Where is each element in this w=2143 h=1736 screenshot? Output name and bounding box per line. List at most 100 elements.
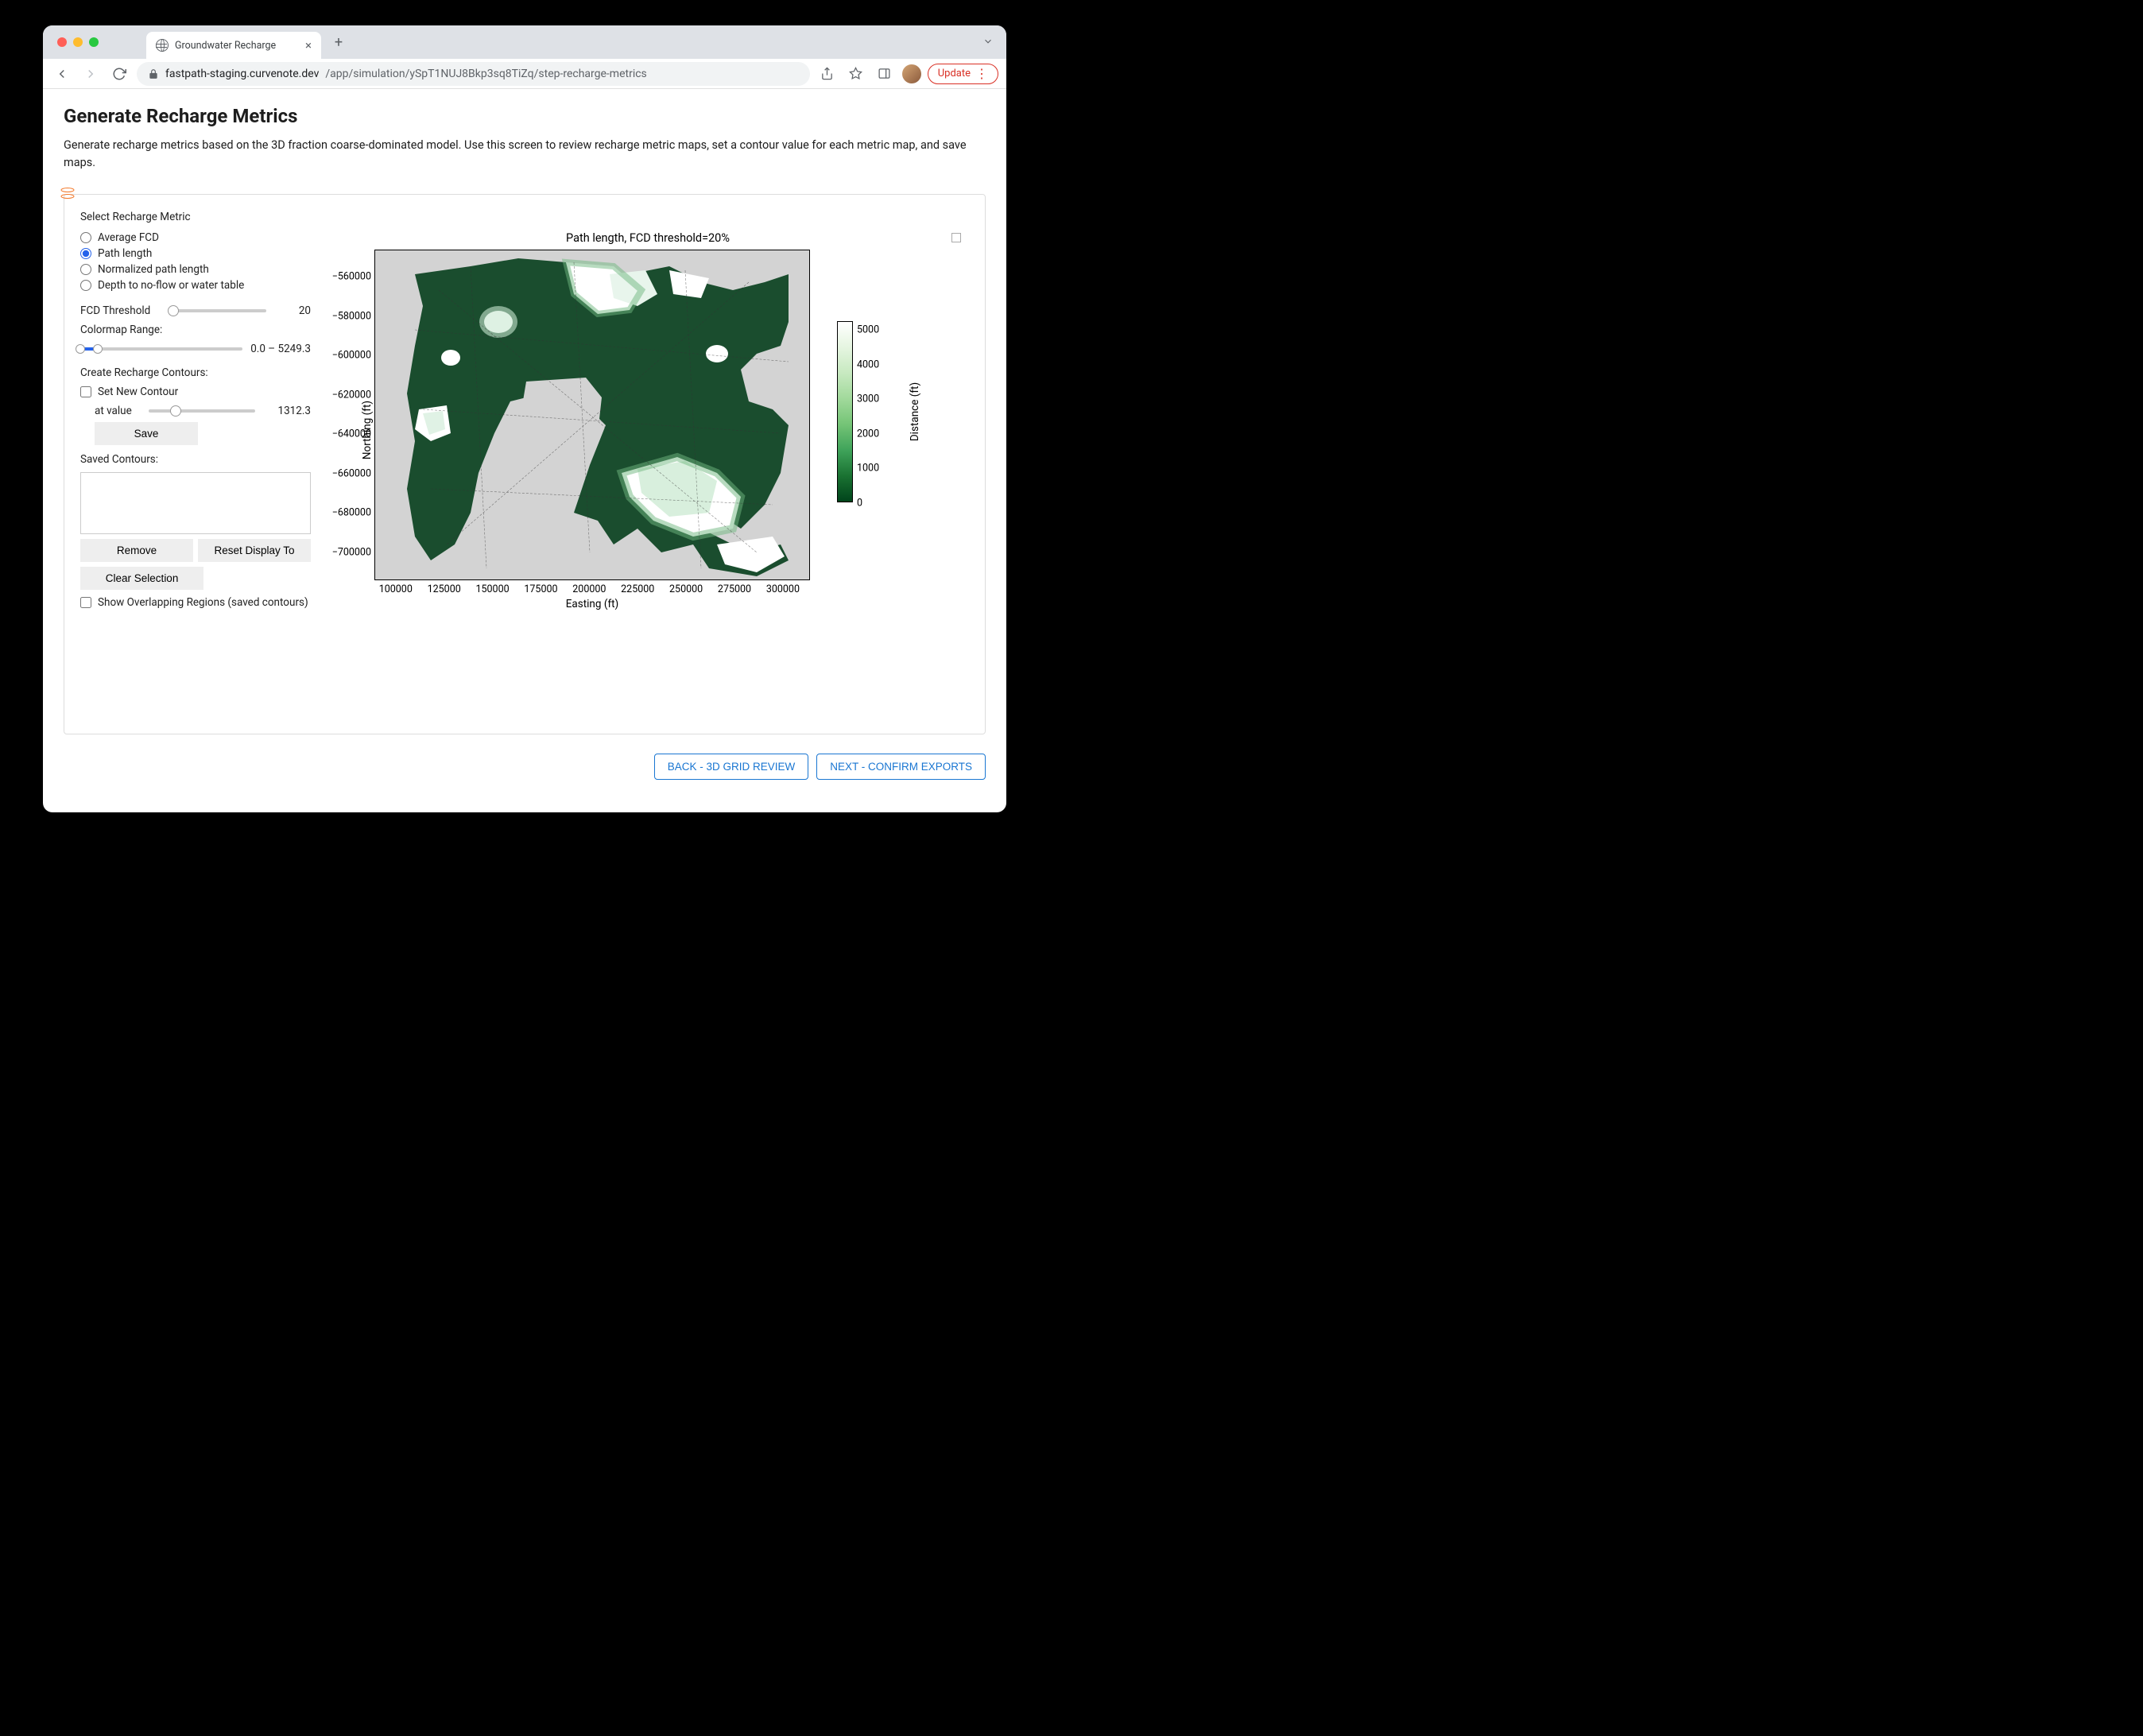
contours-heading: Create Recharge Contours: [80,366,311,379]
x-axis-label: Easting (ft) [374,598,810,610]
colorbar-tick: 2000 [857,428,879,440]
map-plot [375,250,810,580]
metric-radio-label: Depth to no-flow or water table [98,279,244,292]
colormap-range-row: 0.0 – 5249.3 [80,343,311,355]
page-title: Generate Recharge Metrics [64,105,986,127]
sidepanel-icon[interactable] [874,63,896,85]
x-tick: 175000 [524,583,557,595]
clear-selection-button[interactable]: Clear Selection [80,567,203,590]
metric-radio-option[interactable]: Path length [80,246,311,262]
colorbar-tick: 0 [857,497,862,509]
colorbar: Distance (ft) 500040003000200010000 [837,321,853,502]
metric-radio-group: Average FCD Path length Normalized path le… [80,230,311,293]
reload-button[interactable] [108,63,130,85]
show-overlapping-checkbox[interactable] [80,597,91,608]
page-content: Generate Recharge Metrics Generate recha… [43,89,1006,812]
fcd-threshold-slider[interactable] [168,309,266,312]
browser-tab[interactable]: Groundwater Recharge × [146,32,321,59]
x-tick: 100000 [379,583,413,595]
at-value-slider[interactable] [149,409,255,413]
footer-nav: BACK - 3D GRID REVIEW NEXT - CONFIRM EXP… [64,754,986,780]
metric-radio-option[interactable]: Normalized path length [80,262,311,277]
slider-thumb[interactable] [170,405,181,417]
metric-radio-input[interactable] [80,264,91,275]
maximize-window-button[interactable] [89,37,99,47]
y-tick: −660000 [332,467,371,479]
avatar[interactable] [902,64,921,83]
jupyter-icon [60,187,76,200]
close-window-button[interactable] [57,37,67,47]
fcd-threshold-value: 20 [274,304,311,317]
x-tick: 300000 [766,583,800,595]
set-new-contour-row: Set New Contour [80,386,311,398]
x-tick: 125000 [428,583,461,595]
colorbar-tick: 3000 [857,393,879,405]
url-domain: fastpath-staging.curvenote.dev [165,68,319,80]
at-value-value: 1312.3 [263,405,311,417]
metric-radio-input[interactable] [80,280,91,291]
at-value-row: at value 1312.3 [95,405,311,417]
fcd-threshold-row: FCD Threshold 20 [80,304,311,317]
metric-radio-label: Average FCD [98,231,159,244]
y-tick: −580000 [332,310,371,322]
chart-title: Path length, FCD threshold=20% [327,231,969,245]
minimize-window-button[interactable] [73,37,83,47]
colorbar-wrap: Distance (ft) 500040003000200010000 [837,321,853,502]
chart-column: Path length, FCD threshold=20% Northing … [327,211,969,615]
forward-button[interactable] [79,63,102,85]
colorbar-tick: 1000 [857,463,879,475]
reset-display-button[interactable]: Reset Display To [198,539,311,562]
colormap-range-slider[interactable] [80,347,242,351]
slider-thumb[interactable] [168,305,179,316]
tabs-dropdown-icon[interactable] [982,35,994,50]
tab-title: Groundwater Recharge [175,40,276,52]
update-button[interactable]: Update ⋮ [928,64,998,84]
next-nav-button[interactable]: NEXT - CONFIRM EXPORTS [816,754,986,780]
set-new-contour-checkbox[interactable] [80,386,91,397]
window-controls [57,37,99,47]
colorbar-tick: 5000 [857,324,879,336]
metric-radio-input[interactable] [80,232,91,243]
save-button[interactable]: Save [95,422,198,445]
back-button[interactable] [51,63,73,85]
metric-radio-label: Normalized path length [98,263,209,276]
metric-radio-option[interactable]: Depth to no-flow or water table [80,277,311,293]
y-tick: −620000 [332,389,371,401]
metric-radio-label: Path length [98,247,152,260]
toolbar-right: Update ⋮ [816,63,998,85]
colormap-range-value: 0.0 – 5249.3 [250,343,311,355]
share-icon[interactable] [816,63,839,85]
controls-column: Select Recharge Metric Average FCD Path l… [80,211,311,615]
metric-radio-option[interactable]: Average FCD [80,230,311,246]
y-tick: −640000 [332,428,371,440]
at-value-label: at value [95,405,141,417]
metric-heading: Select Recharge Metric [80,211,311,223]
colorbar-tick: 4000 [857,358,879,370]
show-overlapping-row: Show Overlapping Regions (saved contours… [80,596,311,609]
back-nav-button[interactable]: BACK - 3D GRID REVIEW [654,754,809,780]
x-tick: 275000 [718,583,751,595]
page-description: Generate recharge metrics based on the 3… [64,137,986,172]
y-tick: −700000 [332,546,371,558]
saved-contours-label: Saved Contours: [80,453,311,466]
star-icon[interactable] [845,63,867,85]
saved-contours-listbox[interactable] [80,472,311,534]
url-path: /app/simulation/ySpT1NUJ8Bkp3sq8TiZq/ste… [325,68,646,80]
set-new-contour-label: Set New Contour [98,386,178,398]
y-tick: −560000 [332,271,371,283]
browser-toolbar: fastpath-staging.curvenote.dev/app/simul… [43,59,1006,89]
fcd-threshold-label: FCD Threshold [80,304,160,317]
chart-menu-icon[interactable] [951,233,961,242]
kebab-icon: ⋮ [975,68,988,80]
close-tab-button[interactable]: × [305,38,312,52]
range-thumb-high[interactable] [93,344,103,354]
metric-radio-input[interactable] [80,248,91,259]
range-thumb-low[interactable] [76,344,85,354]
remove-button[interactable]: Remove [80,539,193,562]
globe-icon [156,39,169,52]
y-tick: −600000 [332,350,371,362]
address-bar[interactable]: fastpath-staging.curvenote.dev/app/simul… [137,62,810,86]
lock-icon [148,68,159,79]
new-tab-button[interactable]: + [327,31,350,53]
x-tick: 250000 [669,583,703,595]
